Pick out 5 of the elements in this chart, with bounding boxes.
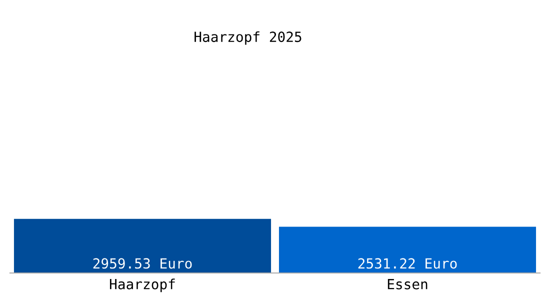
chart-title: Haarzopf 2025: [194, 31, 302, 45]
data-label: 2531.22 Euro: [358, 258, 457, 269]
x-tick-label: Haarzopf: [110, 278, 175, 292]
x-tick-label: Essen: [388, 279, 428, 290]
data-label: 2959.53 Euro: [93, 258, 192, 269]
